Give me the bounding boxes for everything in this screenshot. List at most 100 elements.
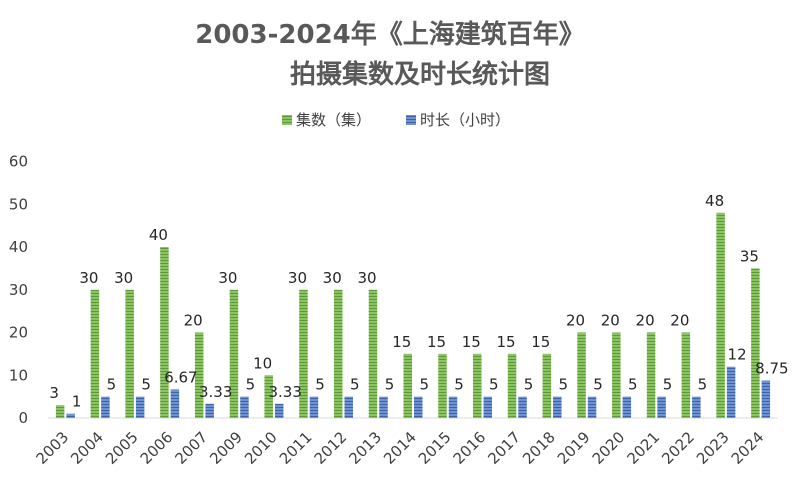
bar-duration-2009 xyxy=(240,396,249,418)
x-tick-label-2015: 2015 xyxy=(415,428,455,468)
legend-swatch-episodes xyxy=(282,115,292,125)
data-label-duration-2003: 1 xyxy=(72,393,82,411)
x-tick-label-2012: 2012 xyxy=(311,428,351,468)
x-tick-label-2024: 2024 xyxy=(728,428,768,468)
x-tick-label-2022: 2022 xyxy=(658,428,698,468)
bar-duration-2020 xyxy=(622,396,632,418)
bar-duration-2011 xyxy=(309,396,319,418)
data-label-duration-2014: 5 xyxy=(419,376,429,394)
data-label-episodes-2003: 3 xyxy=(49,384,59,402)
bar-episodes-2011 xyxy=(299,289,308,418)
chart-title: 2003-2024年《上海建筑百年》 xyxy=(195,19,585,50)
bar-duration-2017 xyxy=(518,396,527,418)
data-label-duration-2016: 5 xyxy=(489,376,499,394)
data-label-episodes-2021: 20 xyxy=(636,312,655,330)
bar-duration-2018 xyxy=(553,396,562,418)
bar-duration-2006 xyxy=(170,389,180,418)
x-tick-label-2006: 2006 xyxy=(137,428,177,468)
data-label-episodes-2022: 20 xyxy=(670,312,689,330)
x-tick-label-2023: 2023 xyxy=(693,428,733,468)
data-label-duration-2024: 8.75 xyxy=(755,360,788,378)
bars xyxy=(55,212,771,418)
data-label-duration-2015: 5 xyxy=(454,376,464,394)
x-tick-label-2007: 2007 xyxy=(172,428,212,468)
bar-episodes-2013 xyxy=(368,289,378,418)
bar-duration-2013 xyxy=(379,396,388,418)
data-label-episodes-2014: 15 xyxy=(392,333,411,351)
data-label-duration-2020: 5 xyxy=(628,376,638,394)
data-label-episodes-2012: 30 xyxy=(323,269,342,287)
x-tick-label-2021: 2021 xyxy=(623,428,663,468)
legend-label-duration: 时长（小时） xyxy=(420,111,510,129)
bar-episodes-2022 xyxy=(681,332,691,418)
data-label-duration-2012: 5 xyxy=(350,376,360,394)
bar-episodes-2018 xyxy=(542,353,552,418)
bar-duration-2007 xyxy=(205,403,214,418)
data-label-duration-2017: 5 xyxy=(524,376,534,394)
bar-duration-2016 xyxy=(483,396,493,418)
data-label-episodes-2011: 30 xyxy=(288,269,307,287)
data-label-episodes-2020: 20 xyxy=(601,312,620,330)
data-label-duration-2018: 5 xyxy=(559,376,569,394)
data-label-duration-2019: 5 xyxy=(593,376,603,394)
data-label-episodes-2005: 30 xyxy=(114,269,133,287)
x-tick-label-2011: 2011 xyxy=(276,428,316,468)
bar-episodes-2014 xyxy=(403,353,412,418)
data-label-duration-2006: 6.67 xyxy=(164,368,197,386)
data-label-duration-2005: 5 xyxy=(141,376,151,394)
bar-episodes-2007 xyxy=(194,332,204,418)
data-label-duration-2013: 5 xyxy=(385,376,395,394)
y-axis: 0 10 20 30 40 50 60 xyxy=(9,153,28,428)
bar-episodes-2009 xyxy=(229,289,239,418)
x-axis: 2003200420052006200720092010201120122013… xyxy=(32,428,767,468)
x-tick-label-2010: 2010 xyxy=(241,428,281,468)
data-label-duration-2011: 5 xyxy=(315,376,325,394)
data-label-duration-2004: 5 xyxy=(107,376,117,394)
x-tick-label-2009: 2009 xyxy=(206,428,246,468)
x-tick-label-2003: 2003 xyxy=(32,428,72,468)
data-label-duration-2023: 12 xyxy=(728,346,747,364)
data-label-episodes-2024: 35 xyxy=(740,247,759,265)
x-tick-label-2014: 2014 xyxy=(380,428,420,468)
bar-episodes-2005 xyxy=(125,289,134,418)
bar-episodes-2024 xyxy=(751,268,760,418)
bar-duration-2015 xyxy=(448,396,458,418)
bar-duration-2003 xyxy=(66,413,75,418)
data-label-episodes-2013: 30 xyxy=(357,269,376,287)
data-label-duration-2021: 5 xyxy=(663,376,673,394)
y-tick-label-30: 30 xyxy=(9,281,28,299)
bar-episodes-2017 xyxy=(507,353,517,418)
bar-episodes-2016 xyxy=(473,353,482,418)
x-tick-label-2019: 2019 xyxy=(554,428,594,468)
data-label-episodes-2004: 30 xyxy=(79,269,98,287)
bar-duration-2005 xyxy=(135,396,145,418)
bar-duration-2022 xyxy=(692,396,701,418)
data-label-duration-2009: 5 xyxy=(246,376,256,394)
bar-episodes-2006 xyxy=(160,247,169,418)
bar-duration-2010 xyxy=(274,403,284,418)
legend-item-episodes: 集数（集） xyxy=(282,111,371,129)
x-tick-label-2004: 2004 xyxy=(67,428,107,468)
bar-episodes-2012 xyxy=(333,289,343,418)
data-label-duration-2010: 3.33 xyxy=(268,383,301,401)
y-tick-label-60: 60 xyxy=(9,153,28,171)
bar-duration-2019 xyxy=(587,396,597,418)
bar-episodes-2023 xyxy=(716,212,725,418)
y-tick-label-20: 20 xyxy=(9,324,28,342)
data-label-episodes-2007: 20 xyxy=(184,312,203,330)
data-label-episodes-2018: 15 xyxy=(531,333,550,351)
bar-episodes-2020 xyxy=(612,332,621,418)
bar-episodes-2015 xyxy=(438,353,447,418)
x-tick-label-2018: 2018 xyxy=(519,428,559,468)
data-label-episodes-2009: 30 xyxy=(218,269,237,287)
data-label-episodes-2017: 15 xyxy=(496,333,515,351)
chart-subtitle: 拍摄集数及时长统计图 xyxy=(290,59,550,90)
x-tick-label-2005: 2005 xyxy=(102,428,142,468)
y-tick-label-40: 40 xyxy=(9,238,28,256)
data-label-duration-2007: 3.33 xyxy=(199,383,232,401)
bar-duration-2024 xyxy=(761,380,771,418)
data-label-episodes-2023: 48 xyxy=(705,192,724,210)
bar-episodes-2004 xyxy=(90,289,100,418)
data-label-episodes-2019: 20 xyxy=(566,312,585,330)
x-tick-label-2016: 2016 xyxy=(450,428,490,468)
